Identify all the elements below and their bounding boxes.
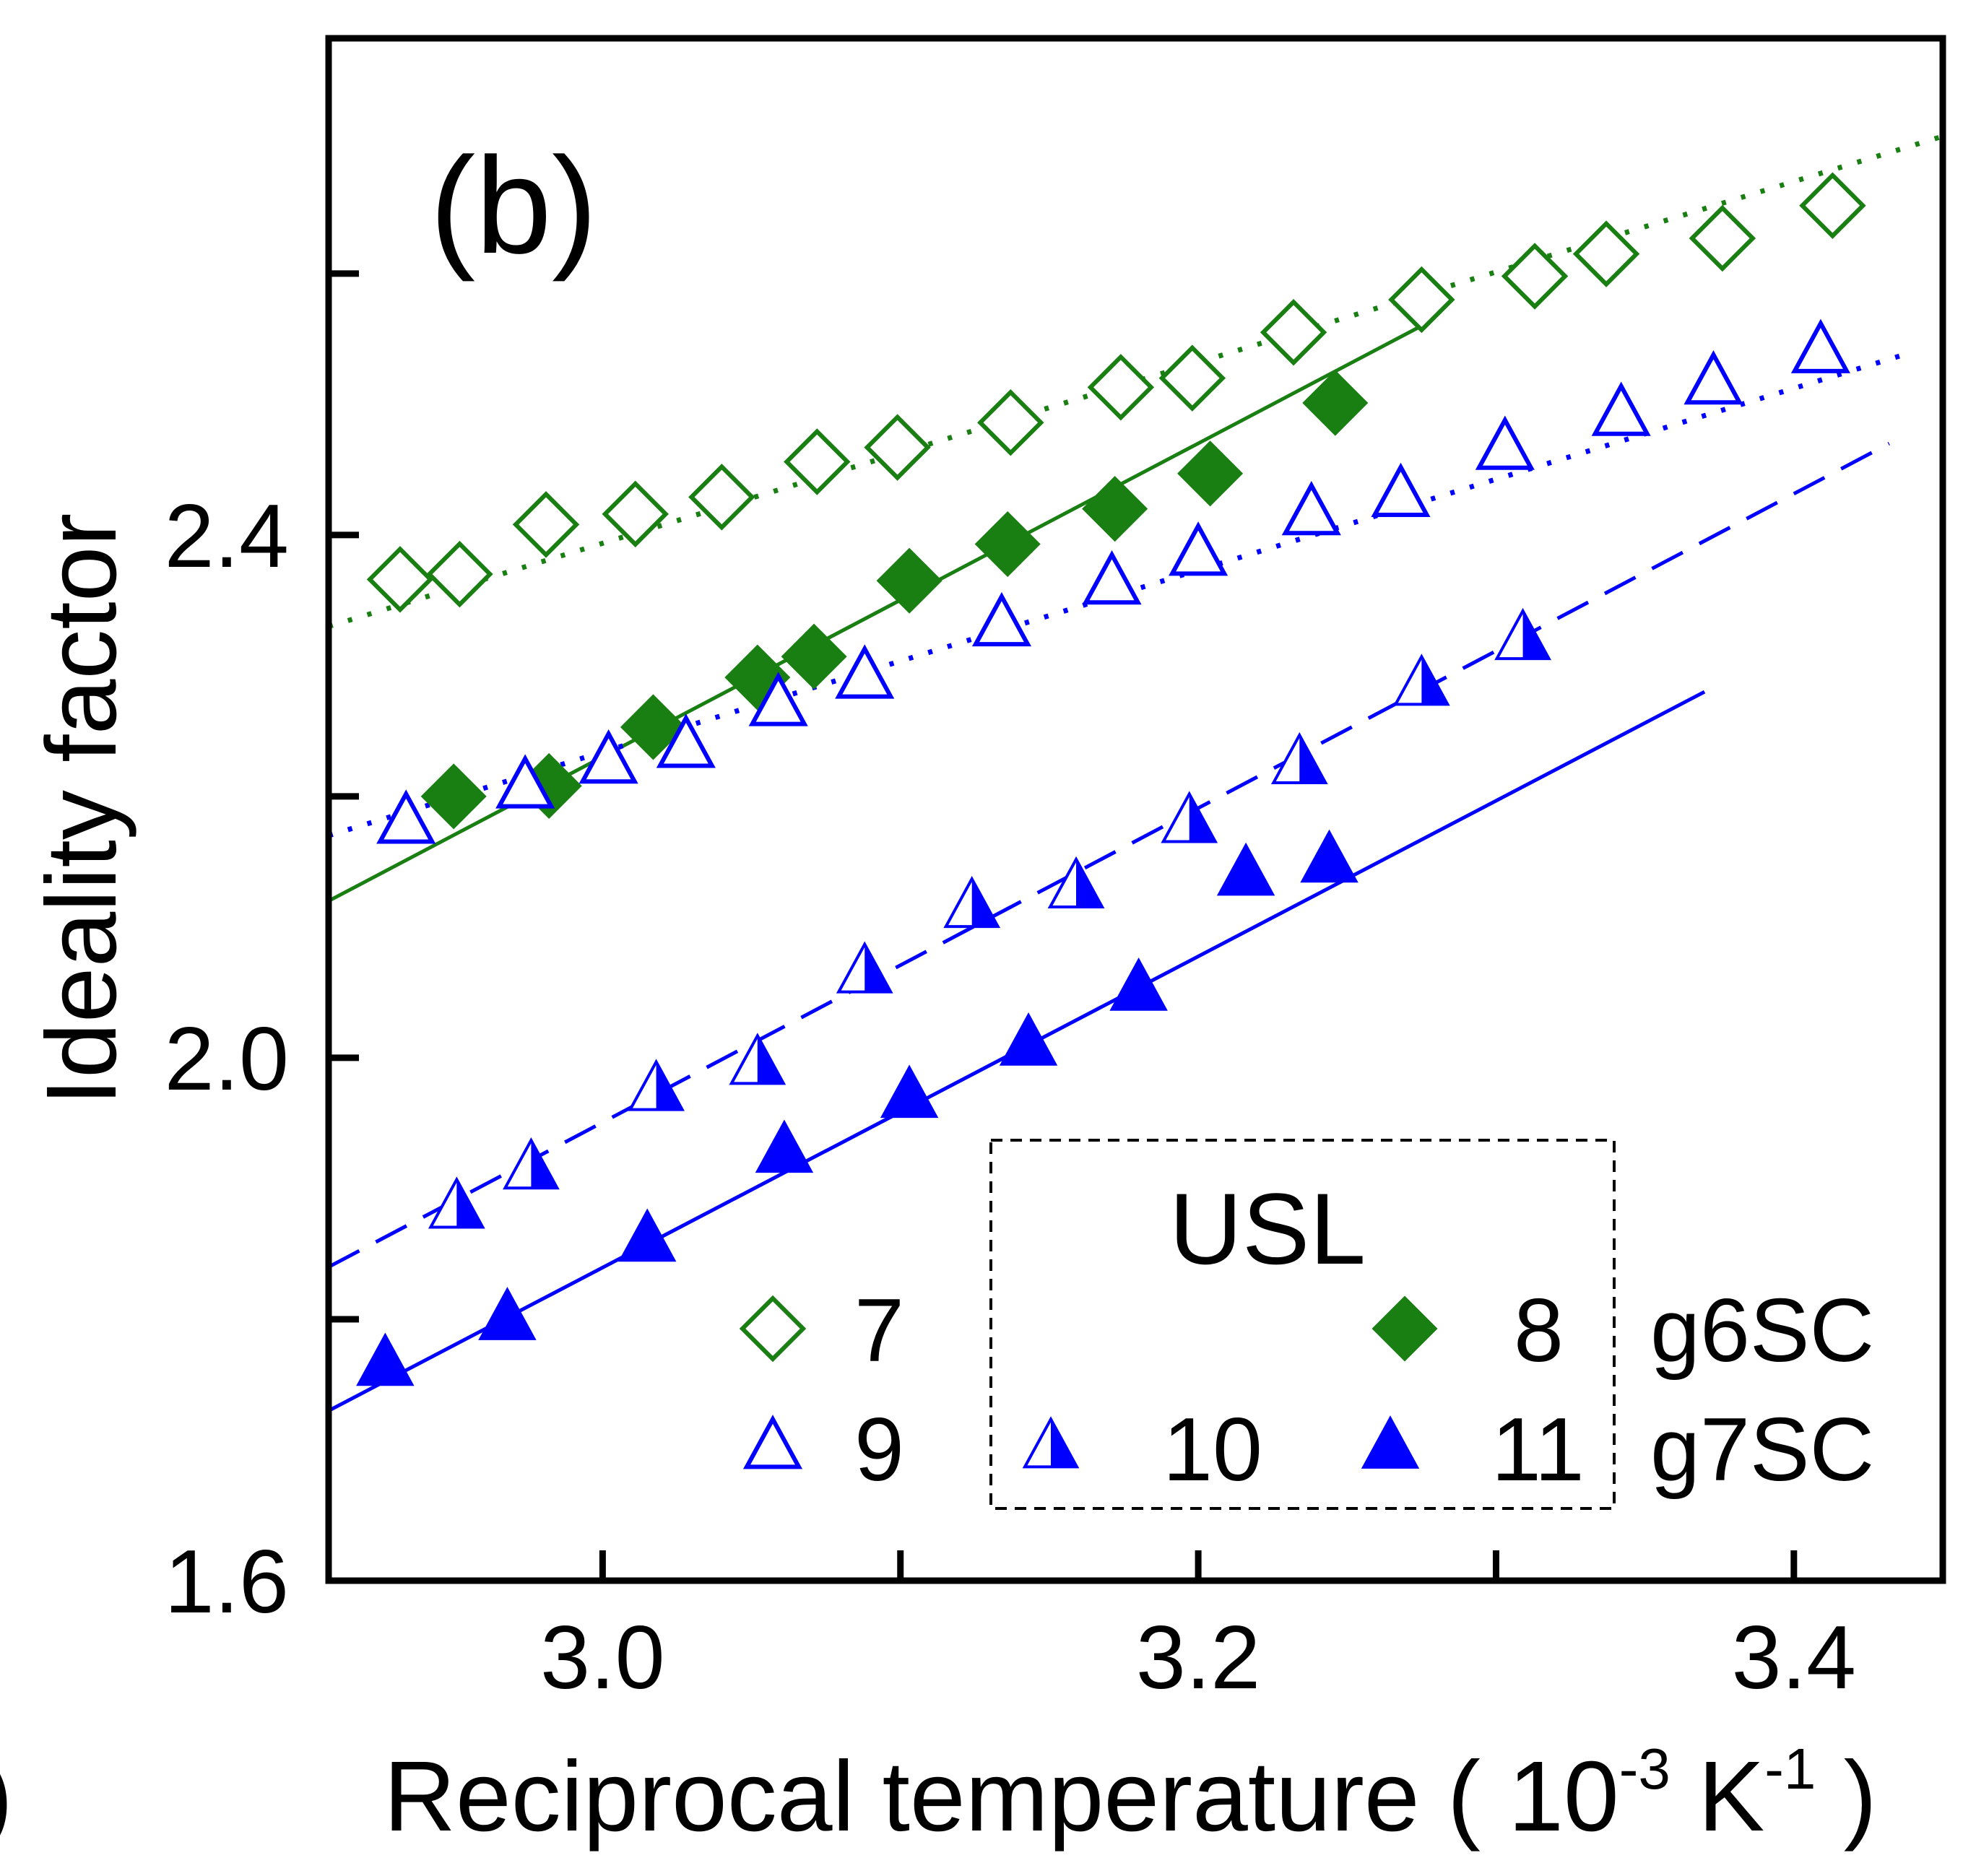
fit-line-series-8 [327,324,1423,903]
fit-line-series-10 [327,441,1890,1269]
y-axis-title: Ideality factor [26,513,137,1106]
x-axis-title: Reciprocal temperature ( 10-3 K-1 ) [384,1737,1876,1852]
point-series-9-7 [1082,550,1142,605]
point-series-11-6 [1109,957,1168,1011]
legend-label-7: 7 [854,1281,904,1381]
point-series-11-4 [880,1064,939,1119]
panel-label: (b) [430,129,597,282]
point-series-10-5 [943,875,1001,929]
legend-label-10: 10 [1163,1400,1262,1500]
point-series-7-11 [1388,266,1455,334]
point-series-9-1 [495,754,555,809]
point-series-7-5 [784,428,851,495]
point-series-10-2 [628,1059,685,1111]
plot-frame [325,35,1946,1584]
point-series-8-7 [1082,476,1148,542]
point-series-7-13 [1572,220,1640,287]
point-series-8-8 [1177,440,1244,507]
legend-label-8: 8 [1514,1281,1564,1381]
point-series-9-8 [1169,521,1228,576]
point-series-11-7 [1216,842,1275,896]
legend-marker-7 [739,1295,807,1363]
y-tick-label-4: 2.4 [165,487,289,586]
point-series-7-2 [512,491,580,558]
x-title-exp1: -3 [1619,1737,1670,1801]
point-series-10-10 [1494,607,1551,661]
point-series-7-4 [688,464,755,531]
point-series-9-5 [835,644,895,699]
point-series-7-1 [426,540,493,608]
x-title-main: Reciprocal temperature ( 10 [384,1741,1618,1852]
point-series-7-10 [1260,299,1327,366]
point-series-8-6 [974,511,1041,578]
point-series-9-0 [376,789,436,844]
x-title-close: ) [1816,1741,1876,1852]
legend-group-g7sc: g7SC [1650,1400,1874,1500]
point-series-7-12 [1501,243,1569,310]
point-series-10-1 [503,1137,560,1190]
legend-label-9: 9 [854,1400,904,1500]
point-series-10-3 [729,1033,786,1085]
point-series-7-6 [864,414,931,481]
point-series-9-14 [1790,318,1850,373]
point-series-10-7 [1161,791,1218,843]
y-tick-label-0: 1.6 [165,1532,289,1632]
legend-group-g6sc: g6SC [1650,1281,1874,1381]
x-tick-label-4: 3.4 [1732,1608,1856,1708]
point-series-9-4 [748,672,808,726]
point-series-9-3 [656,713,716,768]
legend-marker-11 [1361,1415,1420,1469]
point-series-11-1 [478,1287,537,1340]
x-tick-label-0: 3.0 [540,1608,664,1708]
point-series-8-5 [876,547,942,614]
point-series-9-12 [1591,381,1651,436]
legend-marker-8 [1372,1295,1438,1362]
point-series-7-0 [366,546,434,613]
legend-label-11: 11 [1491,1400,1585,1500]
point-series-7-15 [1799,172,1866,239]
point-series-8-2 [620,694,687,760]
point-series-11-5 [999,1012,1058,1066]
legend: USL 7 8 g6SC 9 10 11 g7SC [739,1139,1874,1510]
point-series-9-13 [1684,350,1743,405]
point-series-11-3 [755,1119,814,1173]
point-series-9-10 [1371,462,1431,517]
legend-marker-10 [1022,1416,1080,1469]
point-series-10-0 [428,1176,485,1229]
point-series-9-6 [971,591,1031,647]
point-series-11-0 [356,1332,415,1386]
point-series-9-9 [1281,481,1341,536]
y-tick-label-2: 2.0 [165,1009,289,1109]
point-series-7-8 [1087,354,1155,421]
point-series-8-9 [1302,370,1369,436]
x-title-unit: K [1670,1741,1764,1852]
point-series-10-8 [1270,731,1328,785]
legend-marker-9 [742,1415,803,1469]
point-series-7-9 [1158,344,1226,412]
point-series-11-2 [618,1208,677,1262]
point-series-9-2 [578,729,638,784]
x-tick-label-2: 3.2 [1136,1608,1260,1708]
point-series-10-6 [1047,856,1105,909]
point-series-10-4 [836,941,893,994]
point-series-8-4 [781,623,847,690]
legend-title: USL [1169,1172,1366,1285]
point-series-11-8 [1300,829,1358,883]
point-series-7-3 [602,480,669,548]
x-title-exp2: -1 [1764,1737,1816,1801]
point-series-7-14 [1689,204,1756,272]
data-markers [356,172,1866,1386]
axis-ticks: 3.0 3.2 3.4 1.6 2.0 2.4 [165,270,1856,1708]
edge-fragment: ) [0,1741,13,1852]
point-series-7-7 [977,388,1044,456]
fit-lines [327,134,1944,1412]
legend-box [989,1139,1616,1510]
point-series-10-9 [1392,653,1450,706]
point-series-8-0 [420,763,487,830]
point-series-9-11 [1475,415,1535,470]
